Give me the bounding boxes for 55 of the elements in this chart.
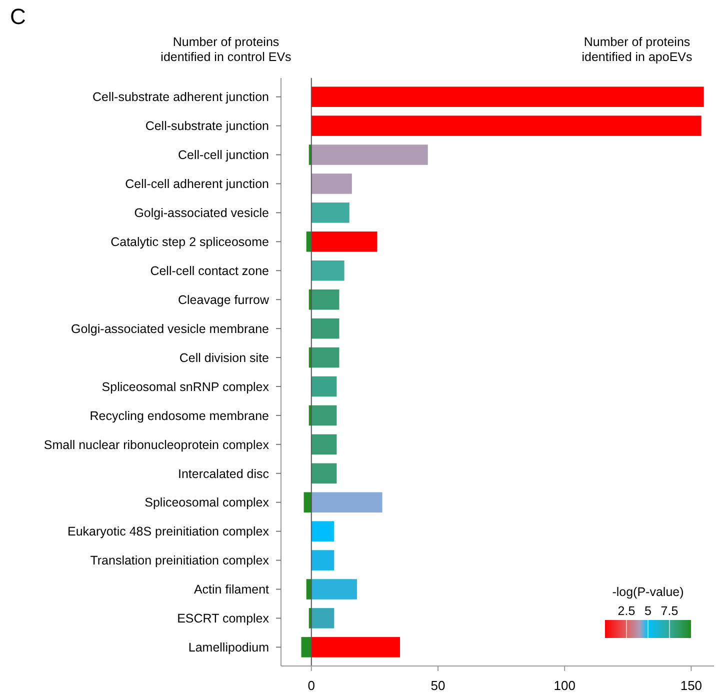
bar: [311, 405, 337, 426]
y-tick-label: Cell-cell contact zone: [150, 264, 270, 278]
annotation: -log(P-value): [612, 585, 684, 599]
y-tick-label: Spliceosomal snRNP complex: [102, 380, 270, 394]
text: Number of proteins identified in control EVs: [160, 35, 292, 64]
text: Number of proteins identified in apoEVs: [582, 35, 692, 64]
bar: [311, 116, 702, 136]
x-tick-label: 100: [554, 678, 576, 693]
annotation: 7.5: [660, 604, 678, 618]
x-tick-label: 0: [308, 678, 316, 693]
bar: [311, 376, 337, 397]
y-tick-label: Cell-substrate junction: [145, 119, 270, 134]
bar: [304, 492, 312, 512]
bar: [311, 579, 357, 600]
y-tick-label: Golgi-associated vesicle: [134, 206, 270, 220]
bar: [311, 434, 337, 455]
annotation: 5: [644, 604, 652, 618]
y-tick-label: Translation preinitiation complex: [90, 554, 270, 568]
bar: [311, 174, 352, 194]
bar: [311, 260, 344, 281]
bar: [311, 318, 340, 339]
y-tick-label: Intercalated disc: [178, 466, 269, 481]
y-tick-label: Catalytic step 2 spliceosome: [110, 235, 270, 250]
y-tick-label: Cell division site: [179, 350, 270, 365]
bar: [306, 232, 312, 252]
y-tick-label: Cell-cell adherent junction: [125, 177, 270, 192]
bar: [306, 579, 312, 600]
y-tick-label: Cell-substrate adherent junction: [92, 90, 270, 104]
y-tick-label: Spliceosomal complex: [144, 496, 270, 510]
y-tick-label: Eukaryotic 48S preinitiation complex: [68, 524, 270, 539]
y-tick-label: Golgi-associated vesicle membrane: [70, 322, 270, 336]
y-tick-label: Cell-cell junction: [178, 148, 270, 162]
bar: [311, 463, 337, 484]
bar: [311, 289, 340, 310]
y-tick-label: Lamellipodium: [188, 640, 269, 655]
annotation: 2.5: [618, 604, 636, 618]
bar: [311, 232, 378, 252]
y-tick-label: ESCRT complex: [177, 612, 270, 626]
bar: [311, 347, 340, 368]
bar: [311, 521, 334, 542]
bar: [311, 492, 382, 512]
bar: [311, 637, 400, 658]
bar: [311, 550, 334, 570]
text: C: [10, 4, 26, 29]
y-tick-label: Small nuclear ribonucleoprotein complex: [44, 438, 270, 452]
y-tick-label: Actin filament: [194, 582, 270, 597]
bar: [311, 144, 428, 165]
x-tick-label: 50: [430, 678, 446, 693]
x-tick-label: 150: [680, 678, 702, 693]
bar: [311, 202, 350, 223]
bar: [311, 86, 704, 107]
bar: [301, 637, 312, 658]
bar: [311, 608, 334, 628]
y-tick-label: Recycling endosome membrane: [90, 408, 270, 423]
y-tick-label: Cleavage furrow: [178, 292, 270, 307]
